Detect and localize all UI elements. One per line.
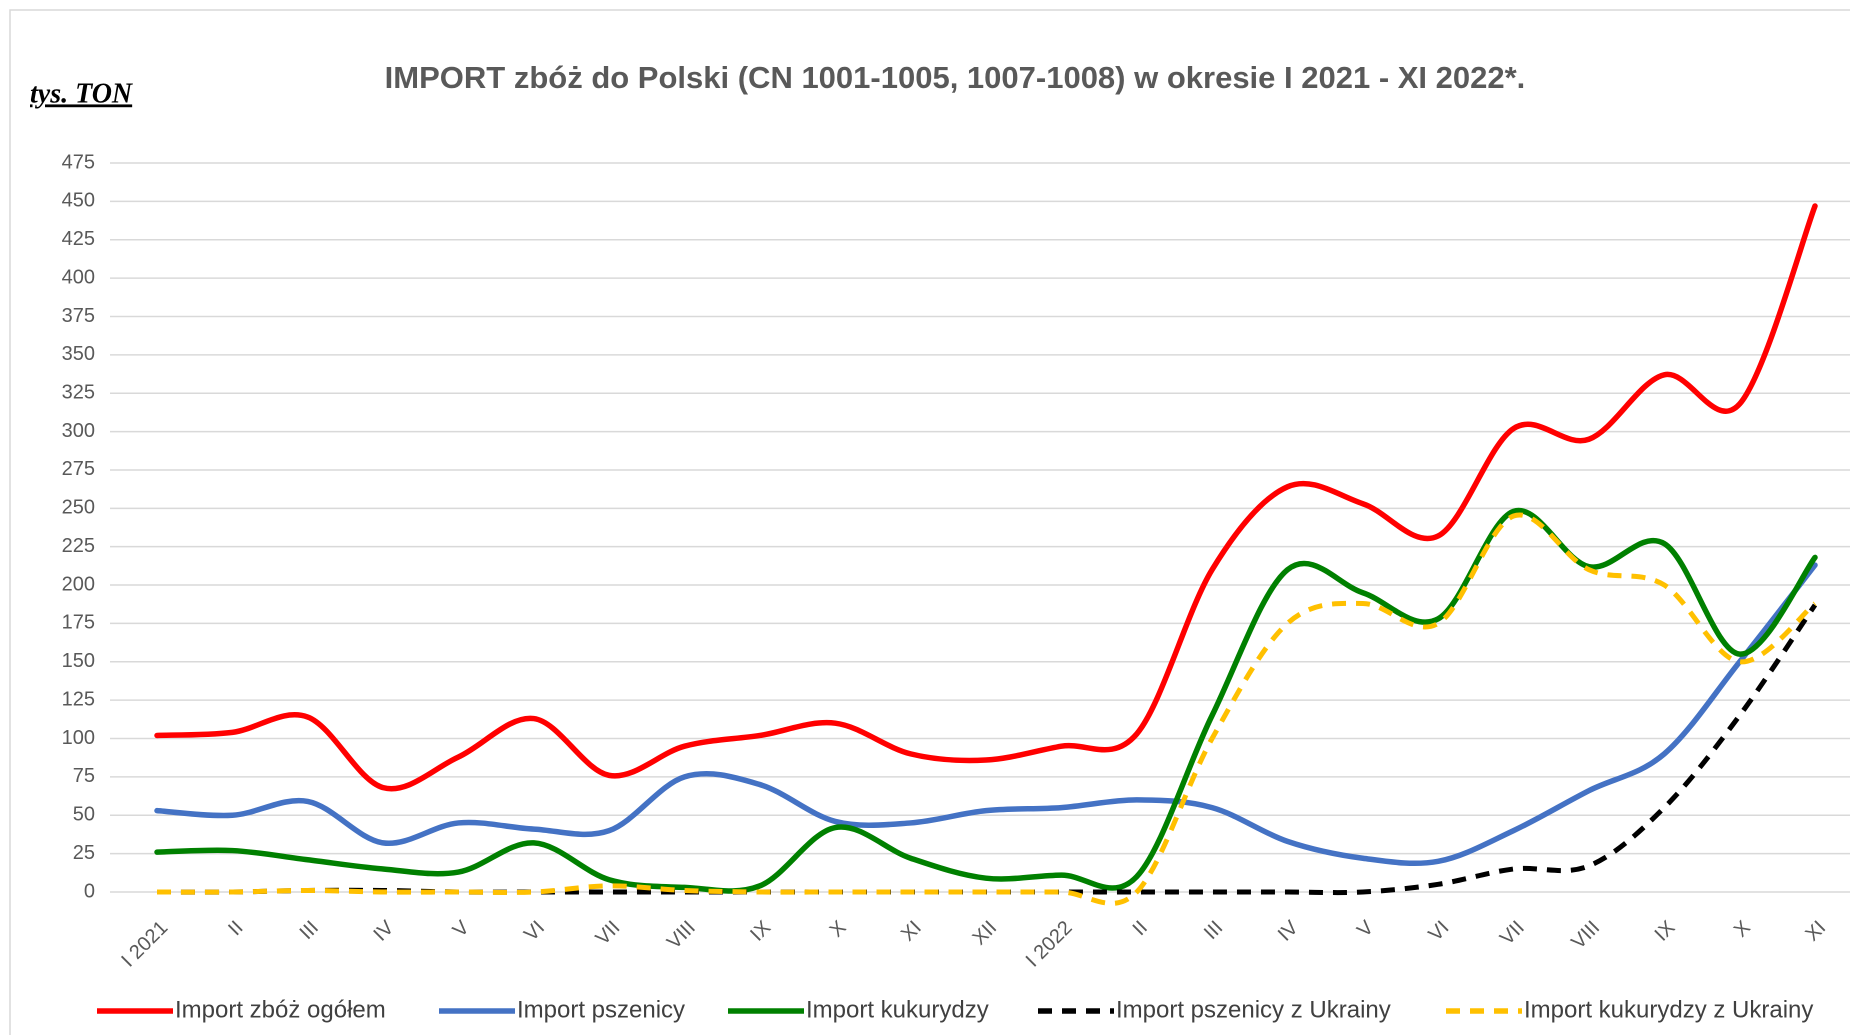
x-tick-label: III [1200,917,1227,944]
y-tick-label: 375 [62,305,95,327]
y-tick-label: 0 [84,880,95,902]
y-tick-label: 250 [62,497,95,519]
y-tick-label: 225 [62,535,95,557]
x-tick-label: II [224,917,247,940]
y-tick-label: 325 [62,381,95,403]
x-tick-label: IV [369,916,398,945]
x-tick-label: VII [1496,917,1529,950]
y-tick-label: 25 [73,842,95,864]
y-axis-label: tys. TON [30,78,134,109]
y-tick-label: 450 [62,190,95,212]
y-tick-label: 150 [62,650,95,672]
x-tick-label: XI [1801,917,1830,946]
y-tick-label: 350 [62,343,95,365]
x-tick-label: III [296,917,323,944]
legend-label: Import kukurydzy z Ukrainy [1524,996,1813,1023]
y-tick-label: 175 [62,612,95,634]
x-tick-label: XII [968,917,1001,950]
y-tick-label: 50 [73,804,95,826]
series-line [154,203,1818,792]
legend-label: Import pszenicy [517,996,685,1023]
y-tick-label: 300 [62,420,95,442]
y-tick-label: 475 [62,151,95,173]
x-tick-label: II [1129,917,1152,940]
legend-label: Import pszenicy z Ukrainy [1116,996,1391,1023]
chart-border [9,9,1850,1035]
x-tick-label: X [1730,917,1755,942]
x-tick-label: VI [520,917,549,946]
x-tick-label: XI [897,917,926,946]
chart-title: IMPORT zbóż do Polski (CN 1001-1005, 100… [385,60,1526,95]
x-tick-label: IX [746,917,775,946]
series-line [154,562,1818,867]
x-tick-label: I 2022 [1022,917,1077,972]
x-tick-label: X [826,917,851,942]
x-tick-label: VIII [663,917,700,954]
x-tick-label: VIII [1567,917,1604,954]
x-tick-label: V [449,916,474,941]
x-tick-label: I 2021 [117,917,172,972]
y-tick-label: 75 [73,765,95,787]
x-tick-label: IX [1651,917,1680,946]
y-tick-label: 400 [62,266,95,288]
x-tick-label: V [1353,916,1378,941]
x-tick-label: VI [1425,917,1454,946]
series-line [156,512,1817,906]
x-tick-label: VII [592,917,625,950]
y-tick-label: 100 [62,727,95,749]
legend-label: Import zbóż ogółem [175,996,386,1023]
legend-label: Import kukurydzy [806,996,989,1023]
y-tick-label: 200 [62,573,95,595]
x-tick-label: IV [1274,916,1303,945]
y-tick-label: 425 [62,228,95,250]
series-line [156,603,1818,896]
y-tick-label: 275 [62,458,95,480]
y-tick-label: 125 [62,688,95,710]
